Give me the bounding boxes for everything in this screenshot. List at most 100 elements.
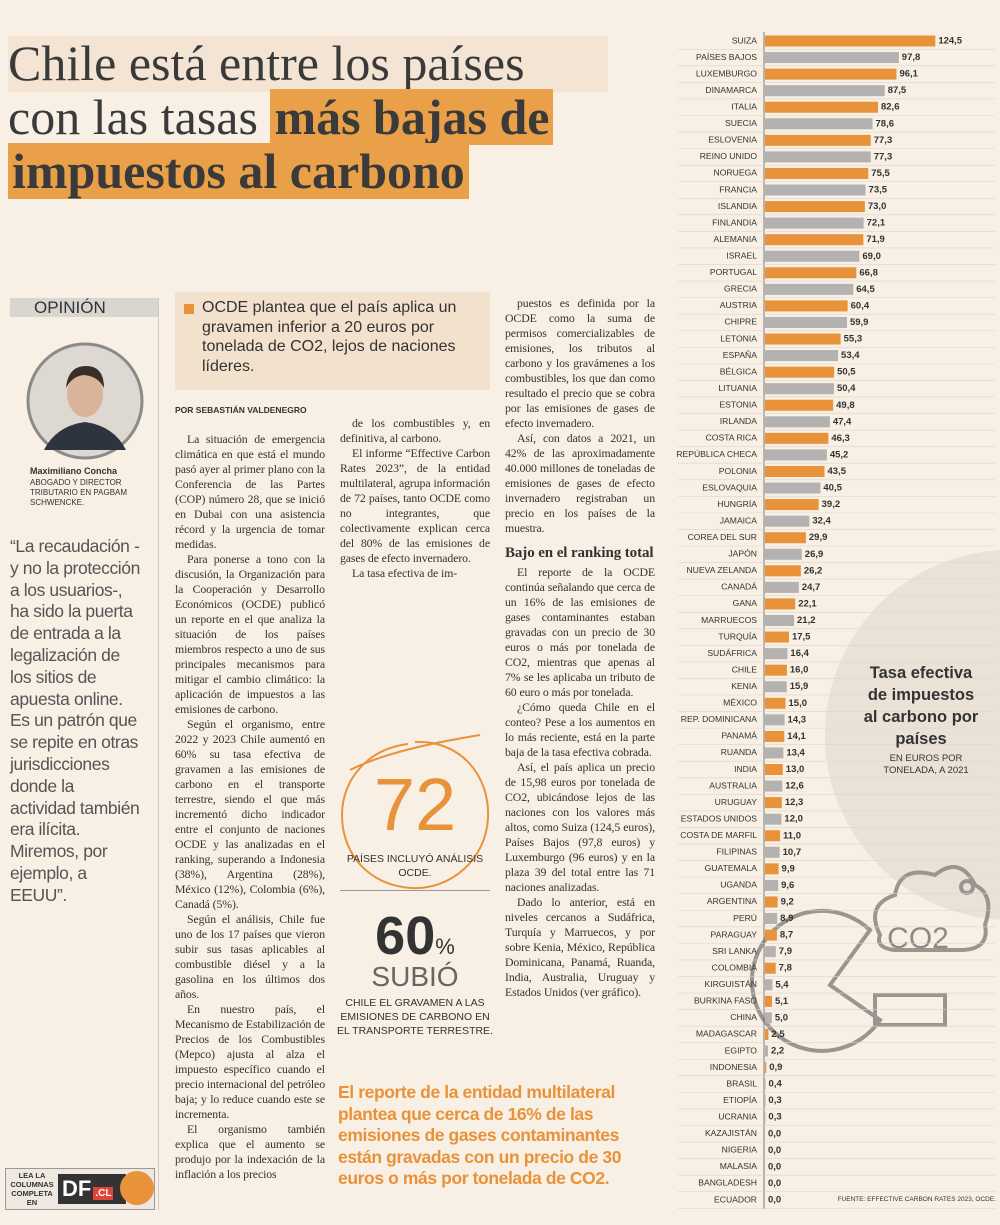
value-label: 45,2 xyxy=(830,449,849,460)
value-label: 87,5 xyxy=(888,85,907,96)
category-label: INDONESIA xyxy=(710,1062,758,1072)
category-label: DINAMARCA xyxy=(705,85,757,95)
value-label: 13,0 xyxy=(786,764,805,775)
photo-face xyxy=(67,371,103,417)
bar xyxy=(765,316,847,328)
bar xyxy=(765,52,899,64)
category-label: LITUANIA xyxy=(718,383,757,393)
headline-line: impuestos al carbono xyxy=(8,143,648,199)
bar xyxy=(765,201,865,213)
bar xyxy=(765,1045,769,1057)
callout-unit: % xyxy=(435,934,455,959)
lede-bullet xyxy=(184,304,194,314)
article-column: puestos es definida por la OCDE como la … xyxy=(505,296,655,1000)
illustration-label: CO2 xyxy=(887,922,949,955)
bar xyxy=(765,250,860,262)
category-label: ESLOVENIA xyxy=(708,135,757,145)
paragraph: ¿Cómo queda Chile en el conteo? Pese a l… xyxy=(505,700,655,759)
bar xyxy=(765,846,780,858)
bar xyxy=(765,449,827,461)
value-label: 0,0 xyxy=(768,1145,781,1156)
value-label: 11,0 xyxy=(783,830,801,841)
value-label: 75,5 xyxy=(871,168,890,179)
category-label: BURKINA FASO xyxy=(694,996,757,1006)
bar xyxy=(765,383,834,395)
category-label: GUATEMALA xyxy=(705,863,758,873)
author-photo xyxy=(26,342,144,460)
value-label: 8,9 xyxy=(780,913,793,924)
paragraph-group: El reporte de la OCDE continúa señalando… xyxy=(505,565,655,1000)
bar xyxy=(765,416,830,428)
category-label: CANADÁ xyxy=(721,582,757,592)
paragraph: En nuestro país, el Mecanismo de Estabil… xyxy=(175,1002,325,1121)
value-label: 9,2 xyxy=(781,896,794,907)
category-label: NIGERIA xyxy=(722,1145,758,1155)
bubble-icon xyxy=(959,879,975,895)
category-label: ESPAÑA xyxy=(723,350,757,360)
value-label: 14,1 xyxy=(787,731,806,742)
category-label: BÉLGICA xyxy=(720,366,758,376)
value-label: 60,4 xyxy=(851,300,870,311)
chart-source: FUENTE: EFFECTIVE CARBON RATES 2023, OCD… xyxy=(837,1196,996,1203)
category-label: SRI LANKA xyxy=(712,946,757,956)
paragraph: El reporte de la OCDE continúa señalando… xyxy=(505,565,655,699)
value-label: 77,3 xyxy=(874,135,893,146)
value-label: 46,3 xyxy=(831,433,850,444)
bar xyxy=(765,813,782,825)
column-rule xyxy=(158,298,159,1210)
opinion-quote: “La recaudación -y no la protección a lo… xyxy=(10,536,140,905)
bar xyxy=(765,913,778,925)
category-label: MADAGASCAR xyxy=(696,1029,757,1039)
category-label: MALASIA xyxy=(720,1161,758,1171)
paragraph: de los combustibles y, en definitiva, al… xyxy=(340,416,490,445)
category-label: GANA xyxy=(733,598,758,608)
bar-group: SUIZA 124,5 PAÍSES BAJOS 97,8 LUXEMBURGO 96,1… xyxy=(676,32,995,1209)
value-label: 12,6 xyxy=(785,781,804,792)
bar xyxy=(765,598,796,610)
bar xyxy=(765,548,802,560)
bar xyxy=(765,333,841,345)
bar xyxy=(765,399,834,411)
value-label: 21,2 xyxy=(797,615,816,626)
bar xyxy=(765,747,784,759)
bar xyxy=(765,863,779,875)
bar xyxy=(765,465,825,477)
value-label: 73,5 xyxy=(869,185,888,196)
subhead: Bajo en el ranking total xyxy=(505,545,654,561)
category-label: ISRAEL xyxy=(726,251,757,261)
value-label: 14,3 xyxy=(788,714,807,725)
bar xyxy=(765,499,819,511)
value-label: 71,9 xyxy=(866,234,885,245)
callout-verb: SUBIÓ xyxy=(371,961,459,992)
bar xyxy=(765,581,799,593)
category-label: FILIPINAS xyxy=(716,847,757,857)
headline-line: Chile está entre los países xyxy=(8,35,525,91)
category-label: KIRGUISTÁN xyxy=(704,979,757,989)
category-label: IRLANDA xyxy=(720,416,758,426)
bar xyxy=(765,714,785,726)
value-label: 10,7 xyxy=(783,847,802,858)
bar xyxy=(765,101,878,113)
bar xyxy=(765,648,788,660)
promo-icon[interactable] xyxy=(120,1171,154,1205)
bar xyxy=(765,515,810,527)
category-label: SUDÁFRICA xyxy=(707,648,757,658)
category-label: REPÚBLICA CHECA xyxy=(676,449,757,459)
bar xyxy=(765,217,864,229)
category-label: POLONIA xyxy=(719,466,757,476)
value-label: 12,3 xyxy=(785,797,804,808)
value-label: 59,9 xyxy=(850,317,869,328)
category-label: AUSTRALIA xyxy=(709,780,757,790)
promo-logo[interactable]: DF .CL xyxy=(58,1174,126,1204)
value-label: 64,5 xyxy=(856,284,875,295)
bar xyxy=(765,532,806,544)
bar xyxy=(765,995,772,1007)
logo-text: DF xyxy=(62,1176,92,1201)
value-label: 24,7 xyxy=(802,582,821,593)
paragraph: Así, con datos a 2021, un 42% de las apr… xyxy=(505,431,655,535)
bar xyxy=(765,631,789,643)
callout-number: 72 xyxy=(373,763,457,846)
bar xyxy=(765,350,839,362)
callout-text: PAÍSES INCLUYÓ ANÁLISIS OCDE. xyxy=(346,853,484,879)
